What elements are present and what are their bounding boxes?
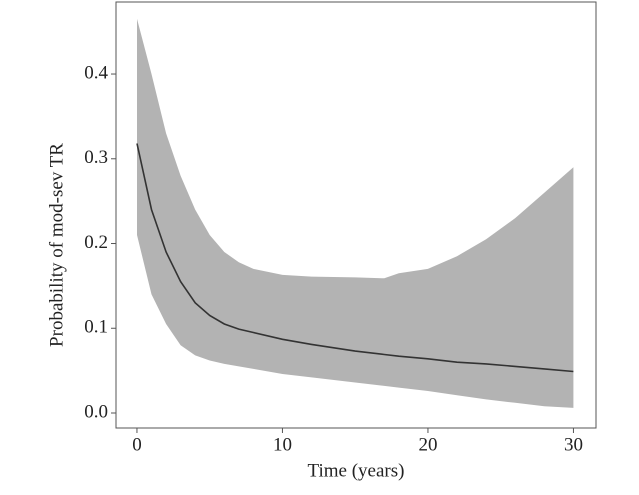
x-axis-label: Time (years): [308, 460, 405, 481]
y-tick-label: 0.0: [84, 401, 108, 422]
y-tick-label: 0.1: [84, 317, 108, 338]
y-tick-label: 0.3: [84, 147, 108, 168]
confidence-band: [137, 18, 574, 408]
y-axis-label: Probability of mod-sev TR: [46, 143, 67, 347]
plot-frame: [115, 1, 597, 429]
x-tick-label: 30: [564, 434, 583, 455]
y-tick-label: 0.4: [84, 62, 108, 83]
x-tick-label: 0: [132, 434, 142, 455]
x-tick-label: 10: [273, 434, 292, 455]
line: [136, 143, 574, 373]
x-tick-label: 20: [418, 434, 437, 455]
y-tick-label: 0.2: [84, 232, 108, 253]
